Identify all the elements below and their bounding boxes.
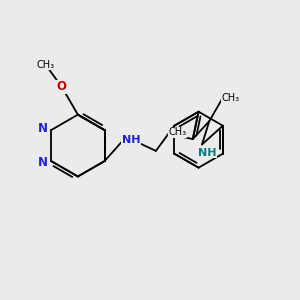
- Text: CH₃: CH₃: [169, 127, 187, 137]
- Text: NH: NH: [198, 148, 217, 158]
- Text: CH₃: CH₃: [36, 60, 55, 70]
- Text: O: O: [57, 80, 67, 93]
- Text: CH₃: CH₃: [222, 93, 240, 103]
- Text: N: N: [38, 156, 48, 169]
- Text: N: N: [38, 122, 48, 135]
- Text: NH: NH: [122, 135, 140, 145]
